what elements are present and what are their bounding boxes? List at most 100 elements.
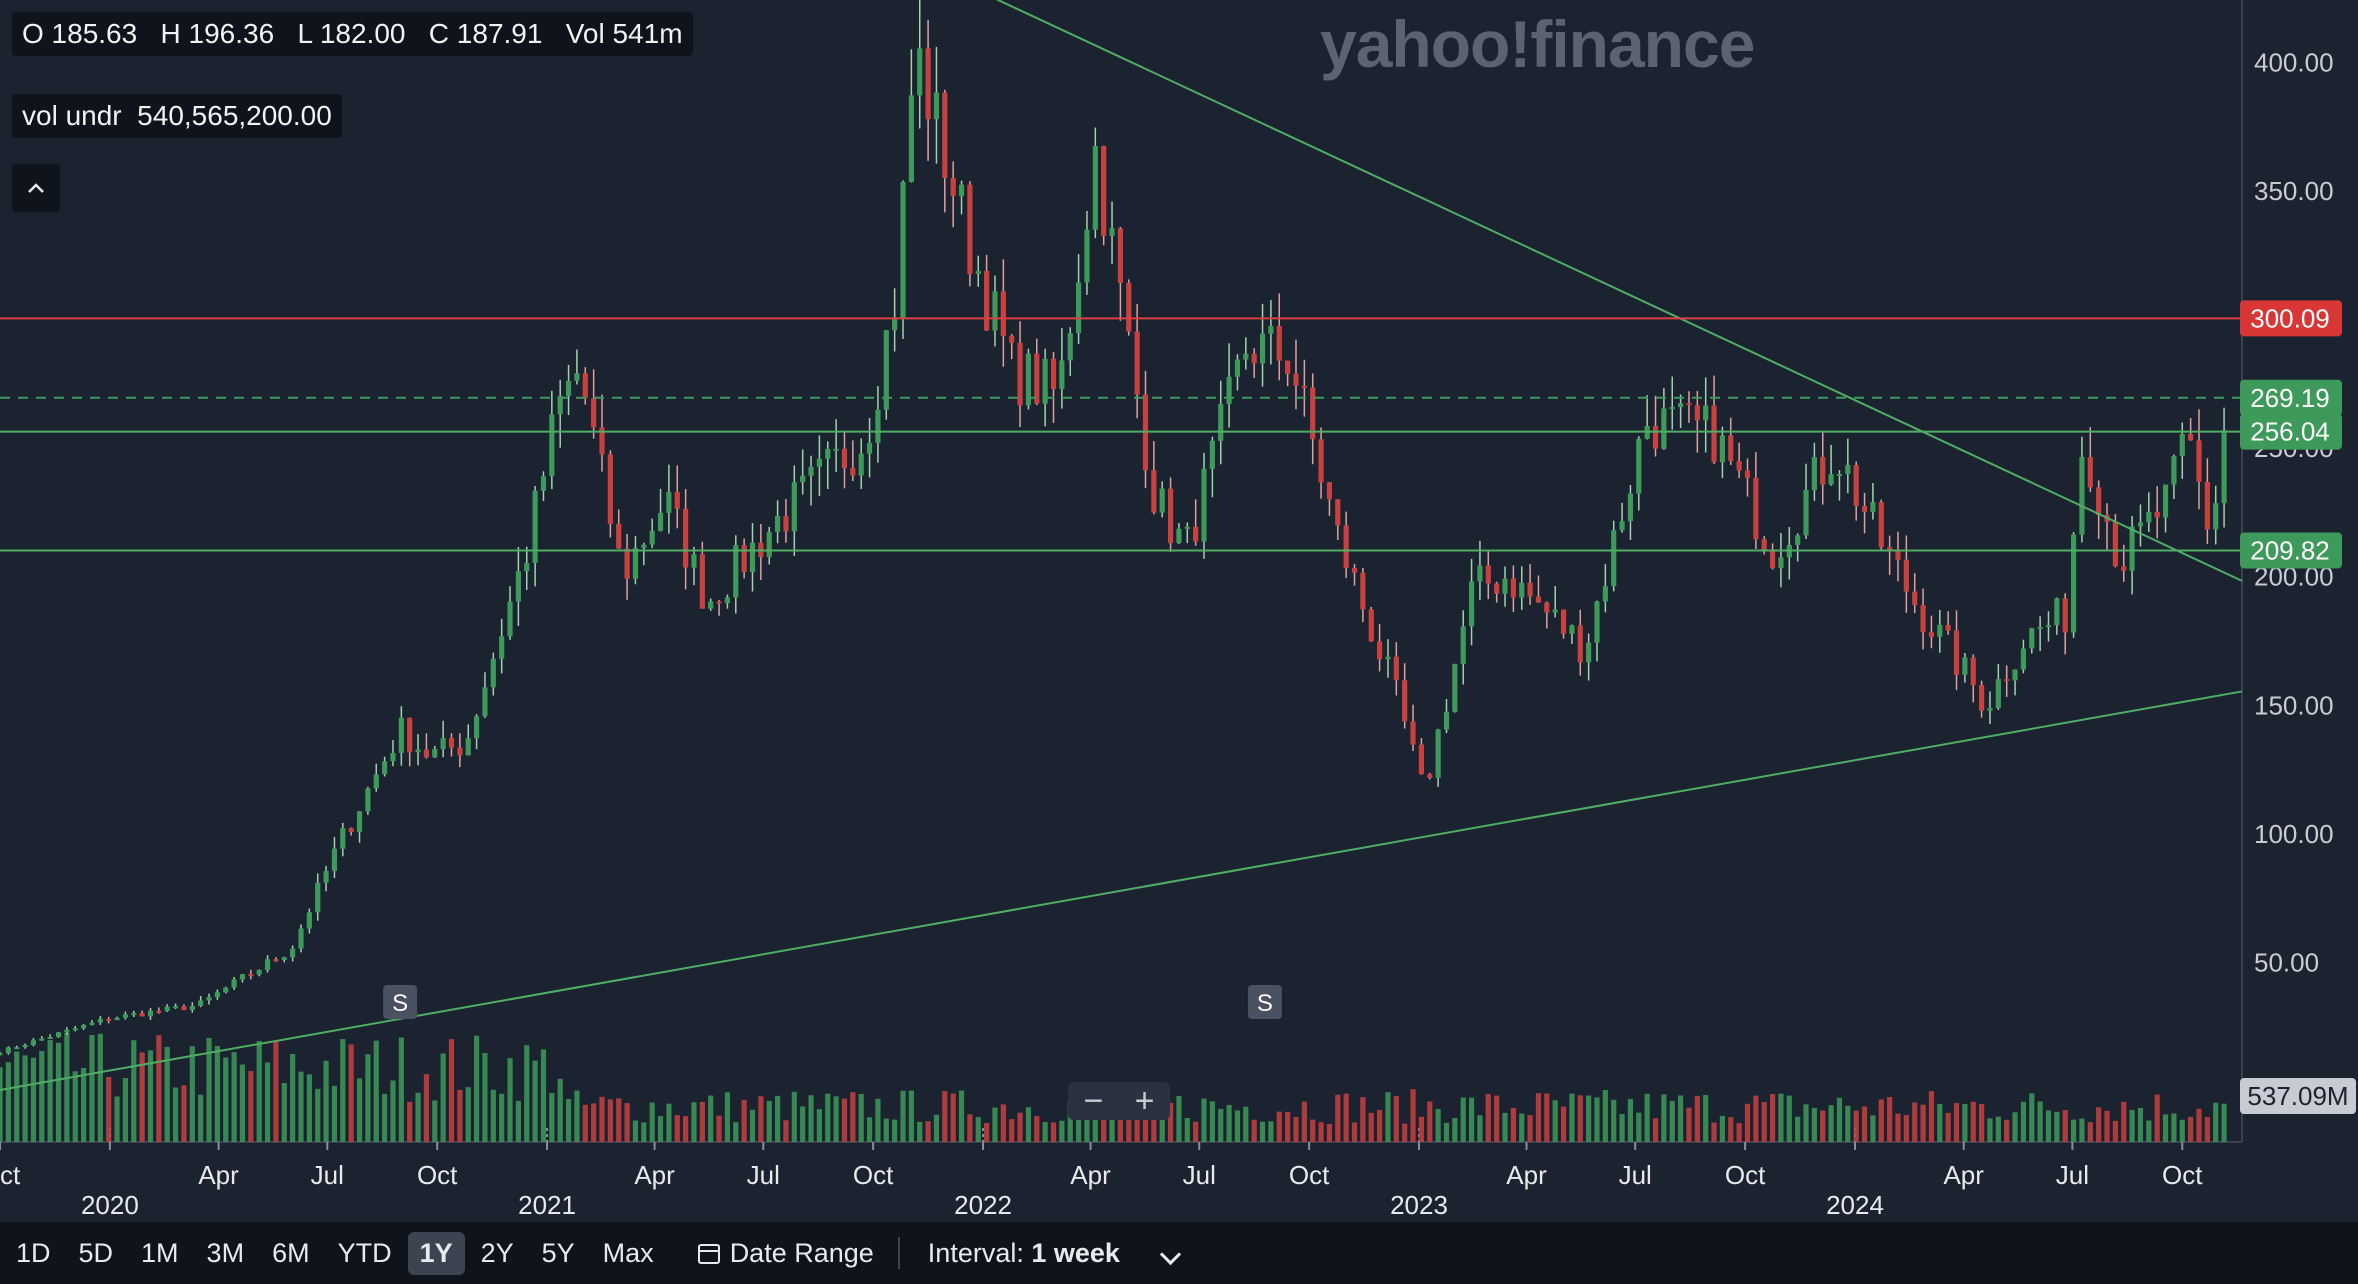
volume-bar [825,1093,831,1142]
zoom-out-button[interactable]: − [1083,1081,1104,1120]
candle-body [992,291,998,331]
volume-bar [97,1033,103,1142]
candle-body [616,523,622,549]
candle-body [1427,774,1433,778]
volume-bar [1719,1115,1726,1142]
upper-trendline [995,0,2243,582]
candle-body [507,601,513,637]
candle-body [1318,439,1324,483]
candle-body [967,184,973,275]
candle-body [808,466,814,476]
candle-body [482,687,488,717]
x-tick-label: Oct [417,1160,458,1190]
x-tick-label: Apr [1070,1160,1111,1190]
volume-bar [933,1114,940,1142]
x-year-label: 2020 [81,1190,139,1220]
candle-body [1820,457,1826,485]
candle-body [1268,326,1274,334]
candle-body [657,512,664,531]
range-1y[interactable]: 1Y [407,1231,465,1275]
volume-bar [348,1044,354,1142]
candle-body [1435,729,1441,778]
candle-body [2079,457,2085,535]
range-1m[interactable]: 1M [141,1237,179,1268]
candle-body [1995,679,2001,709]
candle-body [373,774,379,789]
chevron-down-icon [1160,1243,1182,1265]
candle-body [198,1000,204,1006]
volume-bar [1678,1095,1684,1142]
price-chart[interactable]: 400.00350.00300.00250.00200.00150.00100.… [0,0,2358,1222]
candle-body [423,749,430,758]
candle-body [1828,474,1834,485]
candle-body [841,448,848,469]
candle-body [55,1032,62,1037]
candle-body [1560,609,1567,634]
candle-body [1836,474,1843,477]
volume-bar [1552,1100,1558,1142]
candle-body [1025,353,1032,406]
volume-bar [632,1120,639,1142]
volume-bar [290,1053,296,1142]
range-2y[interactable]: 2Y [480,1237,514,1268]
candle-body [1259,333,1266,364]
volume-bar [2070,1119,2077,1142]
candle-body [1176,528,1182,544]
volume-bar [2196,1108,2202,1142]
range-max[interactable]: Max [602,1237,654,1268]
candle-body [181,1006,187,1011]
candle-body [1669,407,1675,410]
volume-bar [875,1098,881,1142]
x-tick-label: Apr [1943,1160,1984,1190]
volume-bar [1293,1116,1299,1142]
volume-bar [1519,1113,1525,1142]
candle-body [933,92,940,120]
candle-body [1686,403,1692,406]
volume-bar [1318,1122,1324,1142]
volume-bar [373,1040,379,1142]
chevron-up-icon[interactable] [12,164,60,212]
level-269-label: 269.19 [2250,383,2330,413]
support-209-label-bg [2240,532,2342,569]
range-5d[interactable]: 5D [78,1237,114,1268]
volume-bar [1795,1116,1801,1142]
range-6m[interactable]: 6M [272,1237,310,1268]
candle-body [1728,435,1734,462]
candle-body [1502,578,1508,594]
volume-bar [908,1090,914,1142]
candle-body [206,997,212,1001]
candle-body [950,177,956,196]
volume-bar [1502,1112,1508,1142]
candle-body [298,928,304,949]
range-ytd[interactable]: YTD [337,1237,392,1268]
volume-bar [1460,1097,1466,1142]
volume-bar [1753,1095,1759,1142]
volume-bar [482,1053,488,1142]
volume-bar [1544,1093,1550,1142]
zoom-in-button[interactable]: + [1134,1081,1155,1120]
candle-body [1159,488,1165,513]
range-3m[interactable]: 3M [206,1237,245,1268]
range-5y[interactable]: 5Y [541,1237,575,1268]
x-year-label: 2021 [518,1190,576,1220]
candle-body [1853,464,1859,506]
candle-body [984,270,990,331]
date-range-button[interactable]: Date Range [686,1232,886,1275]
candle-body [699,554,705,609]
candle-body [875,409,881,443]
volume-bar [1418,1116,1424,1142]
candle-body [674,491,680,509]
candle-body [1987,708,1993,711]
interval-select[interactable]: Interval: 1 week [916,1232,1191,1275]
volume-bar [1970,1101,1976,1142]
volume-bar [223,1057,229,1142]
volume-bar [540,1049,547,1142]
candle-body [2037,626,2043,629]
volume-label-bg [2240,1078,2356,1114]
candle-body [440,738,446,750]
candle-body [147,1010,154,1017]
range-1d[interactable]: 1D [16,1237,51,1268]
candle-body [641,544,647,548]
volume-bar [967,1114,973,1142]
candle-body [1000,291,1006,336]
